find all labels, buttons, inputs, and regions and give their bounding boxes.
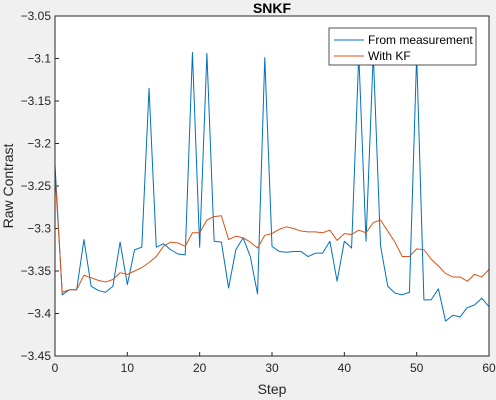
legend-label-from-measurement: From measurement [368,33,473,47]
legend-box [328,27,477,66]
y-tick-label: −3.35 [21,264,52,278]
x-tick-label: 30 [265,361,279,375]
x-tick-label: 50 [410,361,424,375]
legend-label-with-kf: With KF [368,49,411,63]
y-tick-label: −3.3 [27,222,51,236]
y-tick-label: −3.15 [21,94,52,108]
plot-area [55,16,489,356]
x-tick-label: 10 [121,361,135,375]
y-tick-label: −3.25 [21,179,52,193]
y-tick-label: −3.05 [21,9,52,23]
y-tick-label: −3.45 [21,349,52,363]
y-tick-label: −3.1 [27,52,51,66]
series-line-with-kf [54,173,490,293]
y-tick-label: −3.2 [27,137,51,151]
x-axis-label: Step [258,381,287,397]
plot-frame [54,15,490,357]
x-tick-label: 40 [338,361,352,375]
x-tick-label: 60 [482,361,496,375]
y-tick-label: −3.4 [27,307,51,321]
x-tick-label: 0 [52,361,59,375]
y-axis-label: Raw Contrast [0,143,16,228]
axis-ticks: 0 10 20 30 40 50 60 −3.05 −3.1 −3.15 −3.2 −3.25 −3.3… [21,9,496,375]
chart-title: SNKF [253,0,292,16]
legend: From measurement With KF [328,27,477,66]
x-tick-label: 20 [193,361,207,375]
